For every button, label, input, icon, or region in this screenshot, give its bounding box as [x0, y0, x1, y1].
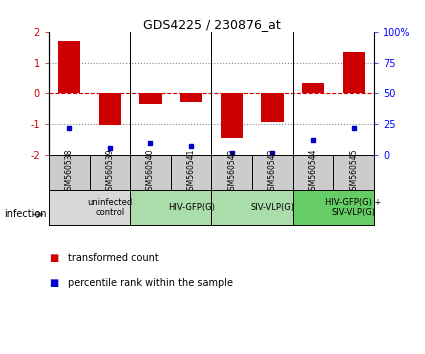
- Text: ■: ■: [49, 253, 58, 263]
- Bar: [58, 41, 80, 93]
- Bar: [211, 190, 293, 225]
- Bar: [221, 93, 243, 138]
- Bar: [343, 52, 365, 93]
- Text: HIV-GFP(G) +
SIV-VLP(G): HIV-GFP(G) + SIV-VLP(G): [326, 198, 382, 217]
- Bar: [261, 93, 283, 122]
- Bar: [49, 190, 130, 225]
- Text: GSM560542: GSM560542: [227, 149, 236, 195]
- Text: percentile rank within the sample: percentile rank within the sample: [68, 278, 233, 288]
- Bar: [130, 190, 211, 225]
- Text: GSM560538: GSM560538: [65, 149, 74, 195]
- Bar: [99, 93, 121, 125]
- Text: ■: ■: [49, 278, 58, 288]
- Bar: [293, 190, 374, 225]
- Text: GSM560540: GSM560540: [146, 149, 155, 195]
- Text: HIV-GFP(G): HIV-GFP(G): [168, 203, 215, 212]
- Bar: [139, 93, 162, 104]
- Text: GSM560539: GSM560539: [105, 149, 114, 195]
- Bar: [302, 82, 324, 93]
- Text: infection: infection: [4, 209, 47, 219]
- Bar: [180, 93, 202, 102]
- Title: GDS4225 / 230876_at: GDS4225 / 230876_at: [142, 18, 280, 31]
- Text: transformed count: transformed count: [68, 253, 159, 263]
- Text: uninfected
control: uninfected control: [87, 198, 133, 217]
- Text: GSM560545: GSM560545: [349, 149, 358, 195]
- Text: GSM560541: GSM560541: [187, 149, 196, 195]
- Text: GSM560543: GSM560543: [268, 149, 277, 195]
- Text: GSM560544: GSM560544: [309, 149, 317, 195]
- Text: SIV-VLP(G): SIV-VLP(G): [250, 203, 295, 212]
